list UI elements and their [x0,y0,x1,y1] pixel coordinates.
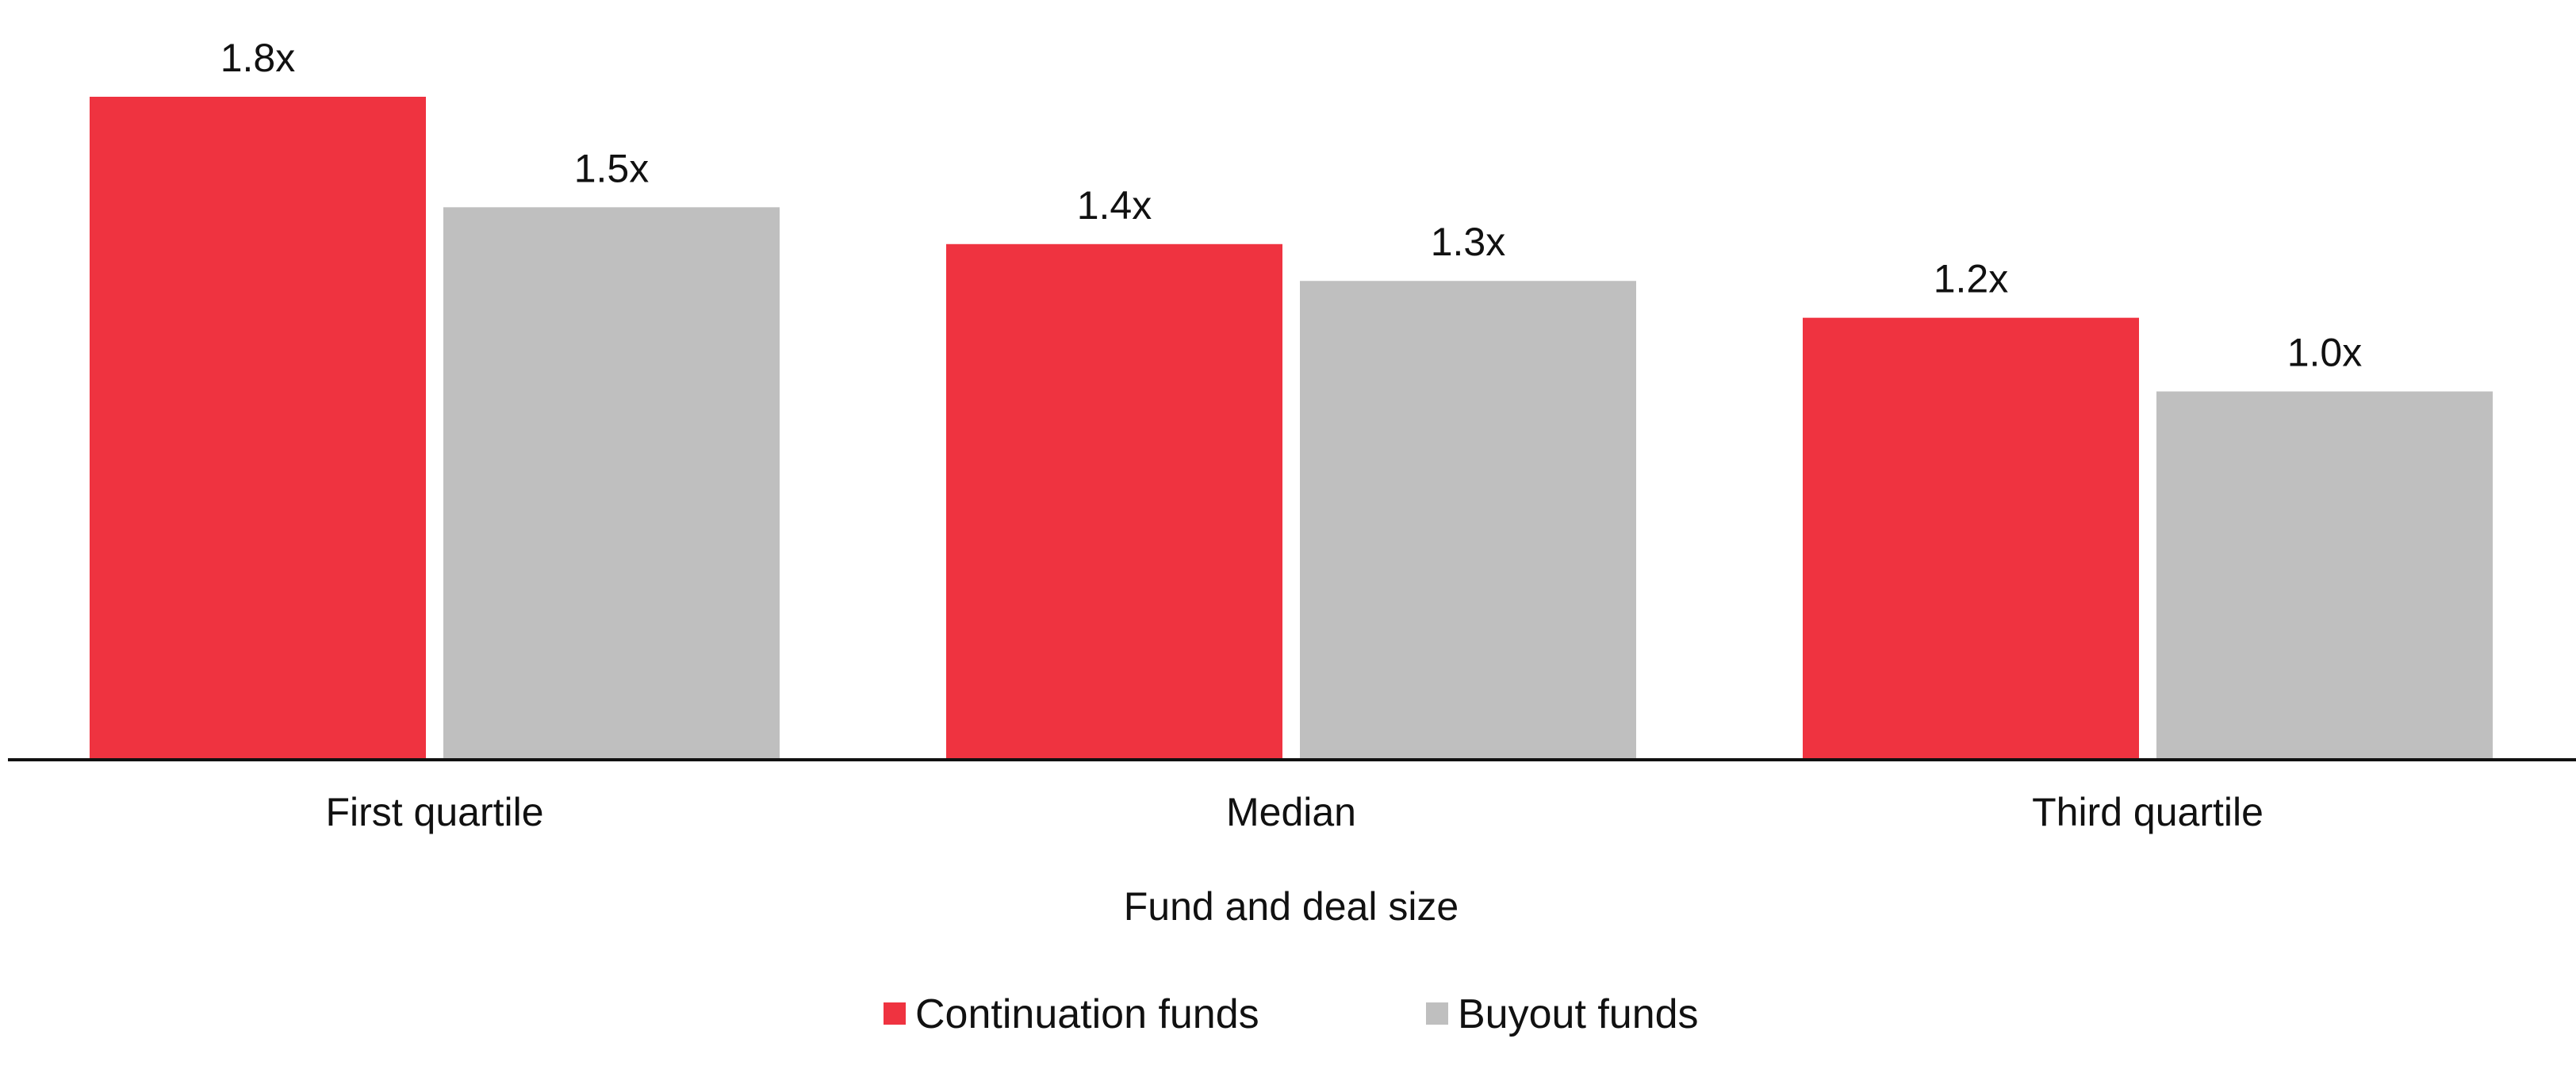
category-label-median: Median [1226,790,1356,834]
legend: Continuation funds Buyout funds [884,991,1699,1037]
bar-continuation-funds-third-quartile [1803,317,2139,761]
x-axis-title: Fund and deal size [1124,884,1459,929]
data-label-buyout-funds-first-quartile: 1.5x [574,146,650,190]
bar-buyout-funds-median [1300,281,1636,760]
data-label-buyout-funds-median: 1.3x [1431,220,1506,264]
data-label-buyout-funds-third-quartile: 1.0x [2287,331,2363,375]
category-label-third-quartile: Third quartile [2032,790,2264,834]
data-label-continuation-funds-third-quartile: 1.2x [1934,257,2009,301]
legend-swatch-buyout-funds [1426,1002,1448,1025]
bar-continuation-funds-first-quartile [90,97,426,760]
bar-continuation-funds-median [946,243,1282,760]
data-labels-layer: 1.8x 1.5x 1.4x 1.3x 1.2x 1.0x [220,36,2363,375]
legend-swatch-continuation-funds [884,1002,906,1025]
data-label-continuation-funds-median: 1.4x [1077,183,1152,228]
bar-buyout-funds-first-quartile [443,207,780,760]
bar-buyout-funds-third-quartile [2156,391,2493,760]
bars-layer [90,97,2493,761]
legend-label-buyout-funds: Buyout funds [1458,991,1699,1037]
legend-label-continuation-funds: Continuation funds [915,991,1259,1037]
category-labels-layer: First quartile Median Third quartile [325,790,2263,834]
data-label-continuation-funds-first-quartile: 1.8x [220,36,296,80]
category-label-first-quartile: First quartile [325,790,543,834]
